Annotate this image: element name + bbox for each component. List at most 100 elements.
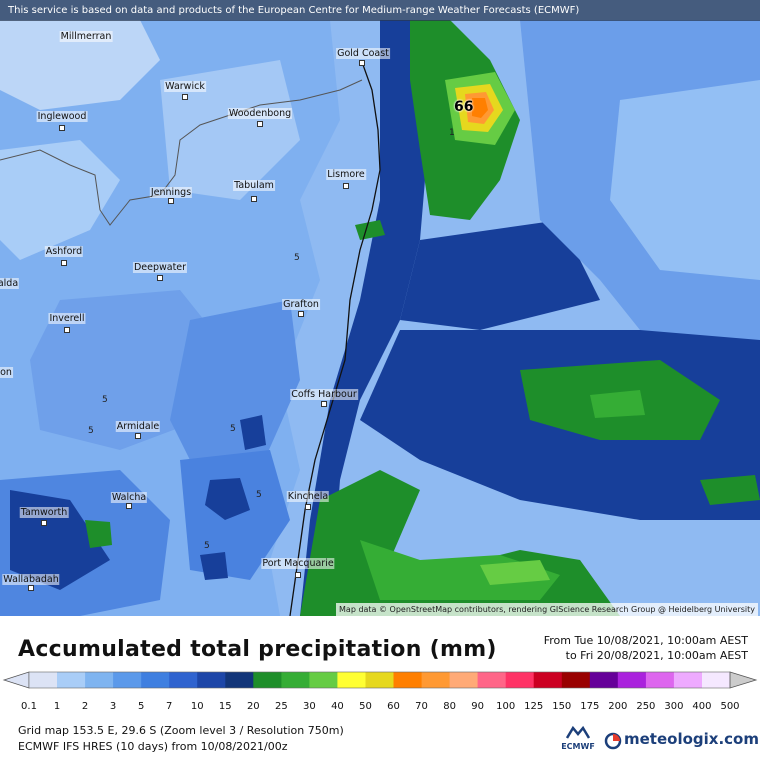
- light-patch: [0, 20, 160, 110]
- legend-title: Accumulated total precipitation (mm): [18, 637, 497, 662]
- city-walcha[interactable]: Walcha: [110, 492, 148, 503]
- city-tamworth[interactable]: Tamworth: [19, 507, 69, 518]
- scale-tick-label: 400: [692, 701, 712, 712]
- scale-swatch: [169, 672, 198, 688]
- scale-swatch: [197, 672, 226, 688]
- city-marker: [305, 504, 311, 510]
- city-label: Inglewood: [36, 111, 88, 122]
- city-coffs-harbour[interactable]: Coffs Harbour: [290, 389, 358, 400]
- city-label: Kinchela: [286, 491, 330, 502]
- city-gold-coast[interactable]: Gold Coast: [336, 48, 390, 59]
- coastal-heavy-band: [300, 20, 430, 616]
- scale-tick-label: 60: [387, 701, 400, 712]
- city-label: Coffs Harbour: [290, 389, 358, 400]
- city-grafton[interactable]: Grafton: [282, 299, 320, 310]
- city-label: Wallabadah: [2, 574, 60, 585]
- scale-swatch: [253, 672, 282, 688]
- city-lismore[interactable]: Lismore: [326, 169, 366, 180]
- city-marker: [321, 401, 327, 407]
- city-label: Tamworth: [19, 507, 69, 518]
- edge-city-label: alda: [0, 278, 20, 289]
- scale-tick-label: 90: [471, 701, 484, 712]
- legend-panel: Accumulated total precipitation (mm) Fro…: [0, 616, 760, 760]
- scale-swatch: [673, 672, 703, 688]
- medium-patch: [170, 300, 300, 480]
- city-label: Armidale: [115, 421, 161, 432]
- scale-swatch: [309, 672, 338, 688]
- city-label: Inverell: [48, 313, 86, 324]
- city-ashford[interactable]: Ashford: [44, 246, 84, 257]
- scale-swatch: [113, 672, 142, 688]
- city-marker: [359, 60, 365, 66]
- scale-swatch: [225, 672, 254, 688]
- scale-swatch: [281, 672, 310, 688]
- scale-tick-label: 20: [246, 701, 260, 712]
- scale-tick-label: 80: [443, 701, 456, 712]
- city-jennings[interactable]: Jennings: [149, 187, 193, 198]
- ecmwf-logo: ECMWF: [561, 742, 595, 751]
- city-port-macquarie[interactable]: Port Macquarie: [261, 558, 335, 569]
- scale-arrow-right: [729, 671, 758, 689]
- scale-tick-label: 125: [524, 701, 544, 712]
- scale-tick-label: 150: [552, 701, 572, 712]
- dark-patch: [240, 415, 266, 450]
- scale-swatch: [141, 672, 170, 688]
- scale-swatch: [505, 672, 535, 688]
- city-label: Walcha: [110, 492, 148, 503]
- scale-tick-label: 30: [303, 701, 316, 712]
- scale-tick-label: 2: [81, 701, 89, 712]
- dark-patch: [205, 478, 250, 520]
- ocean-light: [610, 80, 760, 280]
- model-info: ECMWF IFS HRES (10 days) from 10/08/2021…: [18, 740, 288, 753]
- rain-cell: [355, 220, 385, 240]
- scale-tick-label: 25: [274, 701, 288, 712]
- scale-tick-label: 100: [496, 701, 516, 712]
- city-wallabadah[interactable]: Wallabadah: [2, 574, 60, 585]
- rain-cell: [590, 390, 645, 418]
- city-marker: [64, 327, 70, 333]
- city-label: Port Macquarie: [261, 558, 335, 569]
- city-label: Jennings: [149, 187, 193, 198]
- contour-label: 5: [230, 424, 236, 434]
- scale-tick-label: 250: [636, 701, 656, 712]
- edge-city-label: on: [0, 367, 13, 378]
- contour-label: 5: [204, 541, 210, 551]
- scale-tick-label: 300: [664, 701, 684, 712]
- scale-tick-label: 200: [608, 701, 628, 712]
- city-label: Warwick: [164, 81, 206, 92]
- city-marker: [257, 121, 263, 127]
- city-marker: [182, 94, 188, 100]
- scale-swatch: [589, 672, 619, 688]
- meteologix-brand[interactable]: meteologix.com: [624, 730, 759, 748]
- coastline: [289, 61, 381, 616]
- scale-swatch: [337, 672, 366, 688]
- city-tabulam[interactable]: Tabulam: [233, 180, 275, 191]
- city-marker: [168, 198, 174, 204]
- city-label: Deepwater: [132, 262, 188, 273]
- scale-swatch: [449, 672, 479, 688]
- meteologix-logo-icon: [604, 732, 622, 750]
- city-deepwater[interactable]: Deepwater: [132, 262, 188, 273]
- city-marker: [126, 503, 132, 509]
- dark-patch: [200, 552, 228, 580]
- scale-swatch: [477, 672, 507, 688]
- map-attribution[interactable]: Map data © OpenStreetMap contributors, r…: [336, 603, 758, 616]
- city-warwick[interactable]: Warwick: [164, 81, 206, 92]
- city-woodenbong[interactable]: Woodenbong: [227, 108, 293, 119]
- scale-swatch: [702, 672, 731, 688]
- scale-tick-label: 175: [580, 701, 600, 712]
- city-millmerran[interactable]: Millmerran: [59, 31, 113, 42]
- city-armidale[interactable]: Armidale: [115, 421, 161, 432]
- city-inverell[interactable]: Inverell: [48, 313, 86, 324]
- city-kinchela[interactable]: Kinchela: [286, 491, 330, 502]
- scale-tick-label: 15: [218, 701, 232, 712]
- scale-swatch: [365, 672, 394, 688]
- city-marker: [251, 196, 257, 202]
- scale-tick-label: 7: [166, 701, 173, 712]
- color-scale-bar: [2, 671, 758, 689]
- max-precip-label: 66: [454, 99, 474, 115]
- contour-label: 5: [102, 395, 108, 405]
- precipitation-map[interactable]: This service is based on data and produc…: [0, 0, 760, 616]
- contour-label: 5: [294, 253, 300, 263]
- city-inglewood[interactable]: Inglewood: [36, 111, 88, 122]
